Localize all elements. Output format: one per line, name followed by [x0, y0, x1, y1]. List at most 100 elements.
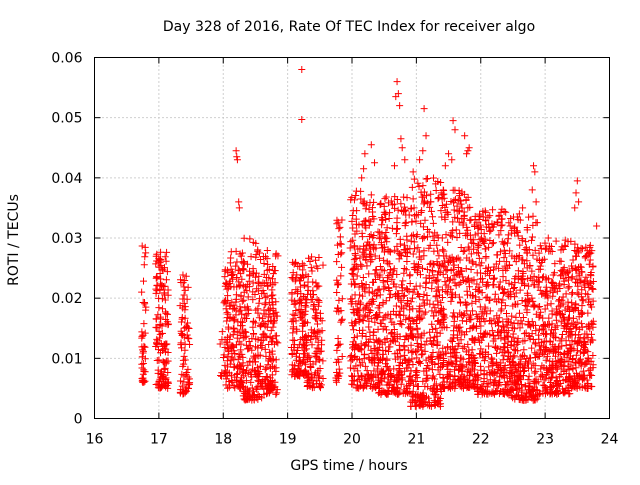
data-point — [423, 292, 431, 300]
data-point — [365, 355, 373, 363]
data-point — [254, 352, 262, 360]
data-point — [310, 300, 318, 308]
data-point — [418, 207, 426, 215]
data-point — [366, 335, 374, 343]
data-point — [452, 226, 460, 234]
data-point — [333, 288, 341, 296]
data-point — [272, 367, 280, 375]
data-point — [369, 373, 377, 381]
data-point — [567, 237, 575, 245]
data-point — [348, 380, 356, 388]
data-point — [493, 345, 501, 353]
data-point — [450, 261, 458, 269]
data-point — [403, 194, 411, 202]
data-point — [290, 260, 298, 268]
data-point — [558, 330, 566, 338]
data-point — [403, 236, 411, 244]
data-point — [495, 264, 503, 272]
data-point — [359, 282, 367, 290]
data-point — [433, 353, 441, 361]
data-point — [232, 306, 240, 314]
data-point — [261, 279, 269, 287]
data-point — [239, 334, 247, 342]
data-point — [390, 162, 398, 170]
data-point — [439, 344, 447, 352]
data-point — [346, 353, 354, 361]
data-point — [350, 256, 358, 264]
data-point — [382, 312, 390, 320]
data-point — [525, 246, 533, 254]
data-point — [556, 257, 564, 265]
data-point — [231, 304, 239, 312]
data-point — [390, 267, 398, 275]
data-point — [477, 315, 485, 323]
data-point — [396, 240, 404, 248]
data-point — [442, 287, 450, 295]
data-point — [243, 314, 251, 322]
data-point — [500, 352, 508, 360]
data-point — [269, 362, 277, 370]
data-point — [269, 304, 277, 312]
data-point — [300, 335, 308, 343]
data-point — [319, 357, 327, 365]
data-point — [272, 390, 280, 398]
data-point — [555, 303, 563, 311]
data-point — [307, 336, 315, 344]
data-point — [525, 332, 533, 340]
data-point — [258, 341, 266, 349]
data-point — [569, 256, 577, 264]
data-point — [546, 287, 554, 295]
data-point — [432, 292, 440, 300]
data-point — [443, 274, 451, 282]
data-point — [529, 221, 537, 229]
data-point — [427, 207, 435, 215]
data-point — [422, 278, 430, 286]
data-point — [586, 301, 594, 309]
data-point — [298, 115, 306, 123]
data-point — [572, 264, 580, 272]
data-point — [524, 318, 532, 326]
data-point — [528, 267, 536, 275]
data-point — [523, 289, 531, 297]
data-point — [500, 286, 508, 294]
data-point — [333, 276, 341, 284]
data-point — [581, 281, 589, 289]
data-point — [181, 306, 189, 314]
data-point — [161, 253, 169, 261]
data-point — [573, 248, 581, 256]
data-point — [434, 297, 442, 305]
data-point — [372, 244, 380, 252]
data-point — [138, 353, 146, 361]
data-point — [420, 247, 428, 255]
data-point — [475, 242, 483, 250]
data-point — [260, 319, 268, 327]
data-point — [378, 221, 386, 229]
data-point — [560, 281, 568, 289]
data-point — [313, 320, 321, 328]
data-point — [140, 320, 148, 328]
data-point — [420, 310, 428, 318]
data-point — [449, 293, 457, 301]
data-point — [460, 215, 468, 223]
data-point — [456, 327, 464, 335]
data-point — [516, 360, 524, 368]
data-point — [139, 331, 147, 339]
data-point — [141, 243, 149, 251]
data-point — [408, 218, 416, 226]
data-point — [308, 341, 316, 349]
data-point — [510, 379, 518, 387]
data-point — [425, 244, 433, 252]
data-point — [382, 389, 390, 397]
data-point — [352, 319, 360, 327]
data-point — [349, 212, 357, 220]
data-point — [458, 317, 466, 325]
data-point — [440, 257, 448, 265]
data-point — [317, 347, 325, 355]
data-point — [296, 283, 304, 291]
data-point — [497, 222, 505, 230]
data-point — [566, 390, 574, 398]
data-point — [564, 363, 572, 371]
data-point — [429, 219, 437, 227]
data-point — [499, 273, 507, 281]
data-point — [531, 369, 539, 377]
